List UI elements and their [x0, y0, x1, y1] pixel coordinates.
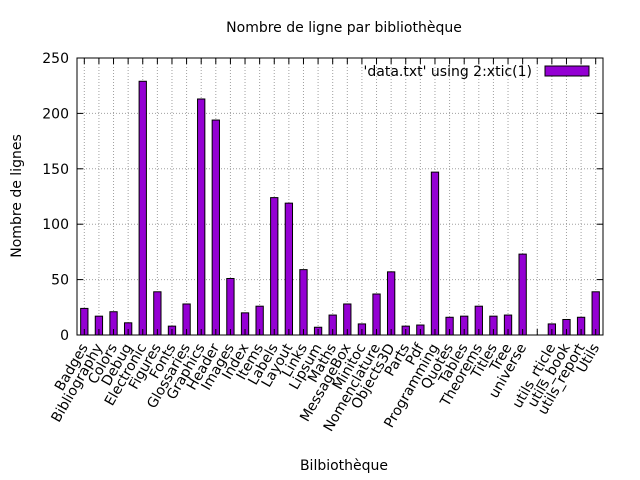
bar — [372, 293, 381, 336]
y-tick-label: 50 — [51, 273, 69, 289]
bars — [80, 80, 600, 336]
bar — [284, 202, 294, 336]
y-axis-label: Nombre de lignes — [9, 134, 25, 257]
bar — [153, 291, 162, 336]
x-axis-label: Bilbiothèque — [300, 458, 388, 474]
bar — [386, 271, 396, 336]
bar — [226, 277, 235, 336]
legend: 'data.txt' using 2:xtic(1) — [364, 64, 590, 80]
bar — [591, 291, 600, 336]
y-tick-label: 100 — [42, 217, 69, 233]
y-tick-label: 200 — [42, 106, 69, 122]
y-tick-label: 150 — [42, 162, 69, 178]
bar — [197, 98, 206, 336]
bar — [138, 80, 147, 336]
bar — [299, 269, 308, 336]
y-tick-label: 250 — [42, 51, 69, 67]
y-tick-label: 0 — [60, 328, 69, 344]
y-axis-ticks: 0 50 100 150 200 250 — [42, 51, 603, 344]
legend-label: 'data.txt' using 2:xtic(1) — [364, 64, 532, 80]
legend-swatch — [544, 65, 590, 77]
plot-frame — [76, 57, 604, 336]
bar — [211, 119, 220, 336]
x-axis-ticks: BadgesBibliographyColorsDebugElectronicF… — [49, 58, 603, 435]
bar — [270, 197, 279, 336]
bar — [430, 171, 440, 336]
chart-title: Nombre de ligne par bibliothèque — [226, 20, 462, 36]
bar — [518, 253, 527, 336]
